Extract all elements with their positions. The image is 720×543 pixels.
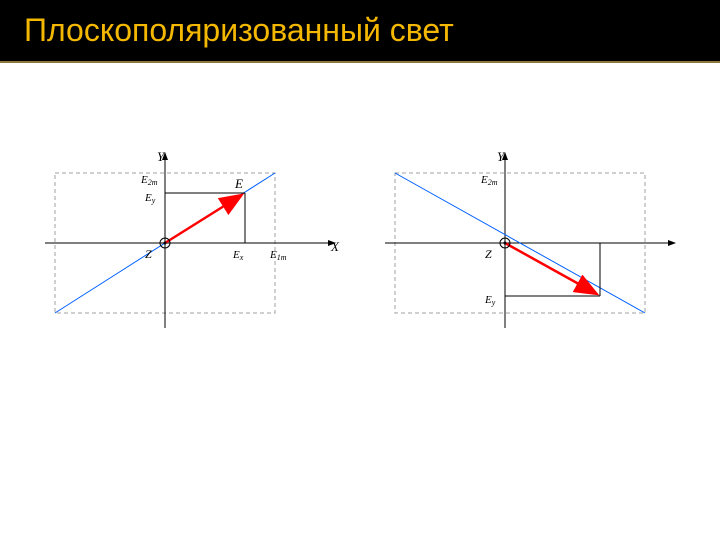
ey-label: Ey [144,192,156,205]
right-polarization-diagram: Y E2m Z Ey [375,143,685,343]
header-bar: Плоскополяризованный свет [0,0,720,63]
e-vector [505,243,595,293]
z-circle-dot [504,242,507,245]
e2m-label: E2m [140,174,158,187]
ey-label: Ey [484,294,496,307]
e-vector [165,196,240,243]
z-circle-dot [164,242,167,245]
x-axis-label: X [330,239,340,254]
z-label: Z [145,247,152,261]
content-area: Y E2m Ey E Z Ex E1m X [0,63,720,543]
e2m-label: E2m [480,174,498,187]
diagram-row: Y E2m Ey E Z Ex E1m X [0,143,720,343]
page-title: Плоскополяризованный свет [24,12,696,49]
ex-label: Ex [232,249,244,262]
e-label: E [234,176,243,191]
z-label: Z [485,247,492,261]
left-polarization-diagram: Y E2m Ey E Z Ex E1m X [35,143,345,343]
e1m-label: E1m [269,249,287,262]
